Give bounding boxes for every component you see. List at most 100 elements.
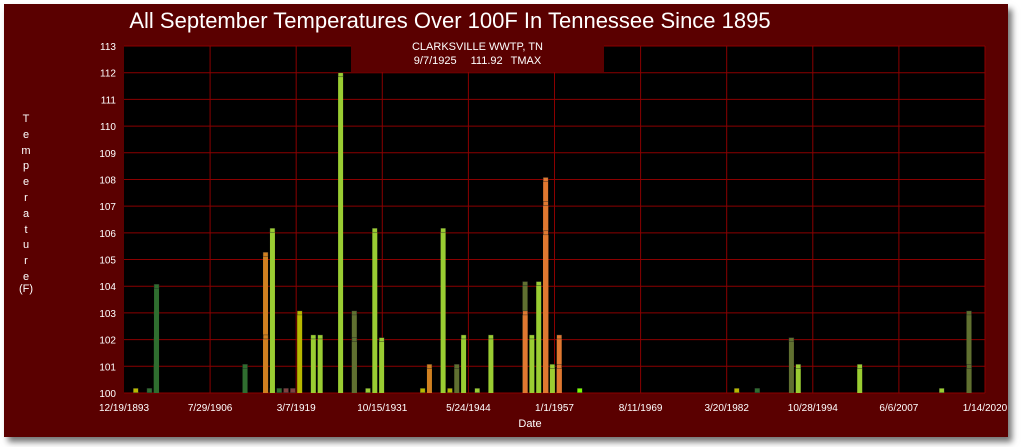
data-point-marker (556, 364, 563, 369)
data-point-marker (317, 334, 323, 340)
data-bar (263, 254, 269, 393)
data-bar (549, 366, 555, 393)
data-point-marker (296, 310, 303, 316)
tooltip-date: 9/7/1925 (413, 55, 457, 67)
data-bar (454, 366, 460, 393)
data-bar (966, 312, 972, 393)
x-tick-label: 3/7/1919 (277, 403, 316, 414)
data-point-marker (426, 364, 433, 369)
data-bar (857, 366, 863, 393)
data-point-marker (966, 364, 972, 369)
data-bar (522, 312, 528, 393)
data-point-marker (549, 364, 556, 369)
data-bar (543, 232, 549, 393)
y-tick-labels: 100 101 102 103 104 105 106 107 108 109 110 111 112 1… (99, 42, 116, 400)
tooltip-detail-row: 9/7/1925 111.92 TMAX (351, 54, 604, 68)
data-point-marker (857, 364, 863, 369)
bars-group (133, 72, 972, 393)
data-point-marker (522, 310, 528, 316)
data-point-marker (938, 388, 945, 393)
data-point-marker (337, 72, 344, 78)
data-bar (269, 230, 275, 393)
y-axis-unit: (F) (18, 283, 34, 295)
data-bar (966, 366, 972, 393)
data-point-marker (133, 388, 139, 393)
data-point-marker (447, 388, 453, 393)
data-point-marker (454, 364, 460, 369)
y-tick-label: 113 (100, 42, 116, 53)
data-point-marker (795, 364, 801, 369)
data-bar (297, 312, 303, 393)
data-bar (317, 336, 323, 393)
y-tick-label: 108 (99, 175, 116, 186)
data-point-marker (351, 337, 358, 342)
y-tick-label: 109 (99, 149, 116, 160)
chart-title: All September Temperatures Over 100F In … (129, 8, 771, 33)
x-tick-label: 10/15/1931 (357, 403, 407, 414)
data-point-marker (536, 281, 542, 286)
data-point-marker (488, 334, 494, 340)
x-tick-label: 1/1/1957 (535, 403, 574, 414)
y-axis-title-letter: e (22, 128, 30, 141)
data-point-marker (262, 251, 269, 257)
data-point-marker (283, 388, 289, 393)
x-tick-label: 6/6/2007 (879, 403, 918, 414)
data-point-marker (242, 364, 248, 369)
data-point-marker (788, 337, 795, 342)
data-point-marker (262, 334, 269, 340)
data-point-marker (276, 388, 282, 393)
data-bar (795, 366, 801, 393)
data-point-marker (543, 201, 549, 206)
y-axis-title-letter: r (24, 191, 28, 204)
y-axis-title-letter: m (21, 144, 31, 157)
data-point-marker (153, 284, 160, 289)
y-tick-label: 104 (99, 282, 116, 293)
data-point-marker (522, 281, 528, 286)
y-axis-title-letter: t (24, 223, 28, 236)
tooltip-value: 111.92 (470, 55, 503, 67)
data-bar (788, 339, 794, 393)
data-bar (351, 339, 357, 393)
data-tooltip: CLARKSVILLE WWTP, TN 9/7/1925 111.92 TMAX (351, 38, 604, 72)
tooltip-element: TMAX (510, 55, 542, 67)
y-tick-label: 103 (99, 309, 116, 320)
data-point-marker (529, 334, 535, 340)
y-tick-label: 110 (100, 122, 116, 133)
data-bar (263, 336, 269, 393)
y-axis-title-letter: r (24, 255, 28, 268)
data-point-marker (474, 388, 480, 393)
data-bar (461, 336, 467, 393)
data-point-marker (146, 388, 153, 393)
y-axis-title-letter: e (22, 176, 30, 189)
y-tick-label: 105 (99, 256, 116, 267)
data-point-marker (754, 388, 760, 393)
data-point-marker (378, 337, 385, 342)
data-bar (536, 283, 542, 393)
x-tick-label: 8/11/1969 (619, 403, 663, 414)
x-tick-labels: 12/19/1893 7/29/1906 3/7/1919 10/15/1931 5/2… (99, 403, 1008, 414)
data-point-marker (269, 227, 276, 233)
y-tick-label: 101 (99, 362, 116, 373)
data-point-marker (542, 177, 549, 182)
y-axis-title-letter: p (22, 160, 30, 173)
data-point-marker (966, 310, 972, 316)
data-bar (154, 286, 160, 393)
tooltip-station: CLARKSVILLE WWTP, TN (411, 41, 544, 53)
data-bar (379, 339, 385, 393)
data-bar (372, 230, 378, 393)
data-point-marker (365, 388, 371, 393)
data-bar (556, 366, 562, 393)
data-point-marker (460, 334, 467, 340)
data-point-marker (310, 334, 317, 340)
data-point-marker (290, 388, 296, 393)
y-axis-title-letter: u (22, 239, 30, 252)
x-tick-label: 3/20/1982 (704, 403, 749, 414)
x-tick-label: 7/29/1906 (188, 403, 233, 414)
data-bar (310, 336, 316, 393)
x-tick-label: 1/14/2020 (963, 403, 1008, 414)
y-tick-label: 106 (99, 229, 116, 240)
x-tick-label: 12/19/1893 (99, 403, 149, 414)
data-point-marker (419, 388, 426, 393)
